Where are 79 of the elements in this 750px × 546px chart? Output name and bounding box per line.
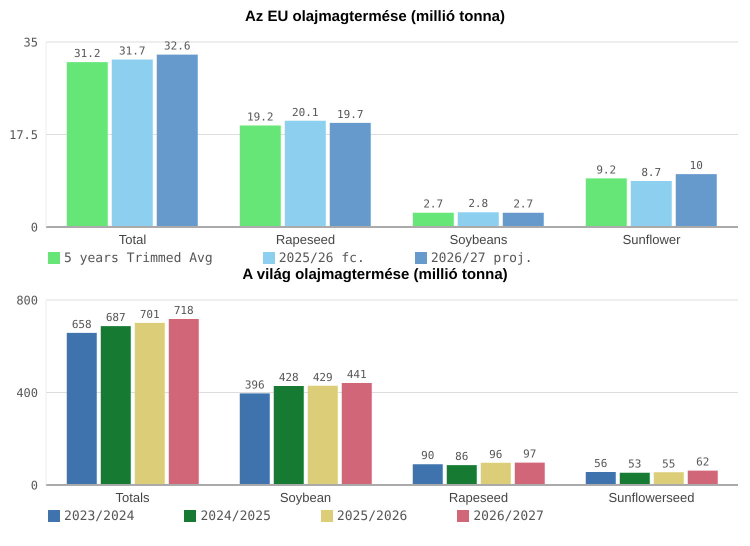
x-tick-label: Rapeseed xyxy=(448,490,508,506)
bar xyxy=(100,326,131,485)
y-tick-label: 800 xyxy=(16,293,38,308)
data-label: 10 xyxy=(690,159,703,172)
bar xyxy=(446,465,477,485)
bar xyxy=(274,386,304,485)
bar xyxy=(168,318,199,485)
bar xyxy=(654,472,684,485)
bar xyxy=(676,174,717,227)
bar xyxy=(586,472,616,485)
y-tick-label: 17.5 xyxy=(9,128,38,142)
x-tick-label: Sunflowerseed xyxy=(608,490,694,506)
bar xyxy=(240,126,281,227)
bar xyxy=(156,54,198,227)
bar xyxy=(330,122,371,227)
legend-label: 5 years Trimmed Avg xyxy=(64,251,213,266)
data-label: 20.1 xyxy=(292,106,319,119)
data-label: 429 xyxy=(312,370,333,384)
data-label: 718 xyxy=(174,304,194,317)
data-label: 19.7 xyxy=(337,108,364,121)
data-label: 2.8 xyxy=(468,197,488,210)
data-label: 90 xyxy=(421,449,434,462)
bar xyxy=(240,393,270,485)
x-tick-label: Sunflower xyxy=(622,232,682,248)
data-label: 97 xyxy=(523,448,536,461)
chart-title: Az EU olajmagtermése (millió tonna) xyxy=(244,8,506,27)
legend-label: 2025/2026 xyxy=(336,509,408,524)
bar xyxy=(458,212,499,227)
bar xyxy=(412,212,454,227)
y-tick-label: 0 xyxy=(30,220,38,234)
chart-title: A világ olajmagtermése (millió tonna) xyxy=(241,266,509,285)
bar xyxy=(66,332,97,485)
bar xyxy=(134,322,165,485)
bar xyxy=(502,212,544,227)
legend-label: 2024/2025 xyxy=(200,509,271,524)
bar xyxy=(308,386,338,485)
legend-label: 2026/2027 xyxy=(473,509,544,524)
x-tick-label: Soybeans xyxy=(450,232,508,248)
data-label: 19.2 xyxy=(247,110,274,124)
data-label: 396 xyxy=(244,378,265,392)
bar xyxy=(630,181,672,227)
data-label: 32.6 xyxy=(164,40,191,53)
data-label: 9.2 xyxy=(596,163,616,176)
data-label: 55 xyxy=(662,457,676,470)
data-label: 2.7 xyxy=(513,198,534,211)
data-label: 687 xyxy=(106,311,126,324)
legend-label: 2025/26 fc. xyxy=(278,251,365,266)
bar xyxy=(112,59,153,227)
bar xyxy=(342,383,372,485)
y-tick-label: 400 xyxy=(16,386,38,400)
data-label: 2.7 xyxy=(423,198,444,211)
data-label: 56 xyxy=(594,457,608,470)
bar xyxy=(620,472,650,485)
bar xyxy=(412,464,443,485)
bar xyxy=(480,462,511,485)
data-label: 701 xyxy=(140,308,160,321)
legend-label: 2026/27 proj. xyxy=(430,251,533,266)
data-label: 31.7 xyxy=(119,44,146,58)
data-label: 31.2 xyxy=(74,47,101,60)
bar xyxy=(514,462,545,485)
data-label: 53 xyxy=(628,458,642,471)
y-tick-label: 0 xyxy=(30,478,38,492)
y-tick-label: 35 xyxy=(24,35,38,50)
x-tick-label: Total xyxy=(118,232,146,248)
bar xyxy=(66,62,108,227)
data-label: 8.7 xyxy=(641,166,662,180)
bar xyxy=(284,120,326,227)
data-label: 441 xyxy=(346,368,367,382)
bar xyxy=(688,470,718,485)
data-label: 428 xyxy=(278,371,299,384)
bar xyxy=(586,178,627,227)
data-label: 86 xyxy=(455,450,468,464)
x-tick-label: Soybean xyxy=(280,490,332,506)
data-label: 96 xyxy=(489,448,502,461)
data-label: 658 xyxy=(72,318,92,331)
legend-label: 2023/2024 xyxy=(64,509,134,524)
data-label: 62 xyxy=(696,456,710,469)
x-tick-label: Totals xyxy=(116,490,150,506)
x-tick-label: Rapeseed xyxy=(276,232,336,248)
